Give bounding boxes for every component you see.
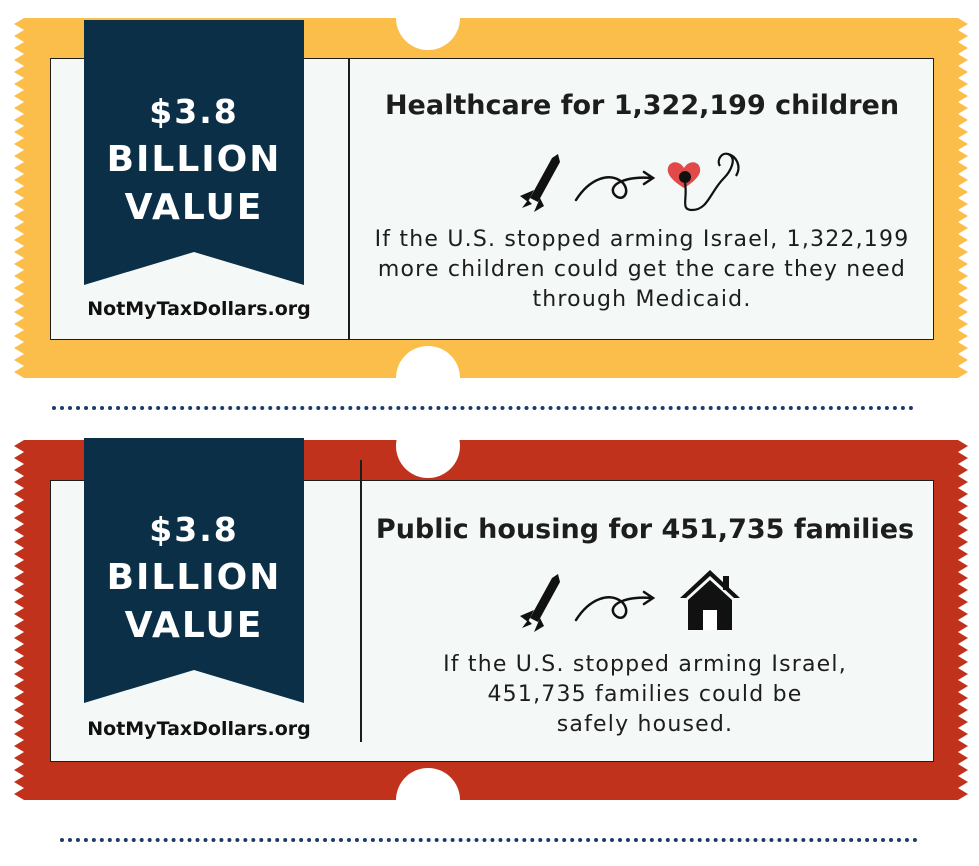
ticket-housing: $3.8 BILLION VALUE NotMyTaxDollars.org P… — [0, 428, 979, 813]
site-name: NotMyTaxDollars.org — [87, 298, 311, 320]
heart-stethoscope-icon — [667, 152, 740, 212]
value-amount: $3.8 — [149, 510, 239, 549]
value-unit: BILLION — [106, 557, 282, 598]
ticket-divider — [348, 58, 350, 340]
value-ribbon: $3.8 BILLION VALUE — [84, 20, 304, 285]
body-text: If the U.S. stopped arming Israel, 451,7… — [362, 650, 928, 740]
curly-arrow-icon — [574, 170, 656, 202]
icon-row — [520, 570, 740, 632]
dotted-separator — [60, 838, 918, 842]
body-line: If the U.S. stopped arming Israel, 1,322… — [374, 227, 910, 252]
body-line: through Medicaid. — [532, 287, 752, 312]
value-ribbon: $3.8 BILLION VALUE — [84, 438, 304, 703]
headline: Healthcare for 1,322,199 children — [384, 90, 900, 121]
ticket-divider — [360, 460, 362, 742]
body-line: 451,735 families could be — [487, 682, 803, 707]
house-icon — [680, 570, 740, 630]
body-line: more children could get the care they ne… — [377, 257, 907, 282]
missile-icon — [520, 154, 560, 212]
missile-icon — [520, 574, 560, 632]
value-amount: $3.8 — [149, 92, 239, 131]
icon-row — [520, 152, 740, 212]
ticket-healthcare: $3.8 BILLION VALUE NotMyTaxDollars.org H… — [0, 0, 979, 385]
value-unit: BILLION — [106, 139, 282, 180]
dotted-separator — [52, 406, 914, 410]
body-text: If the U.S. stopped arming Israel, 1,322… — [350, 225, 934, 315]
headline: Public housing for 451,735 families — [375, 514, 915, 545]
value-label: VALUE — [124, 605, 264, 646]
body-line: If the U.S. stopped arming Israel, — [443, 652, 847, 677]
body-line: safely housed. — [556, 712, 734, 737]
site-name: NotMyTaxDollars.org — [87, 718, 311, 740]
value-label: VALUE — [124, 187, 264, 228]
curly-arrow-icon — [574, 590, 656, 622]
